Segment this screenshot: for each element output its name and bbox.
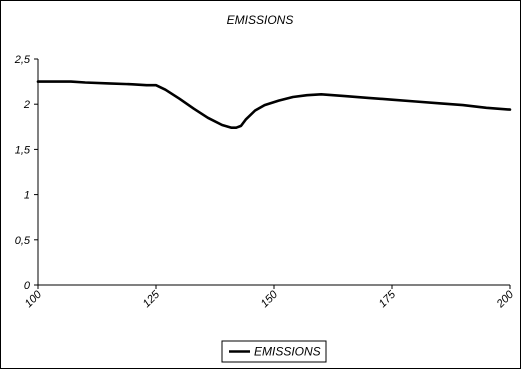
y-tick-label: 0,5	[15, 235, 31, 247]
series-layer	[36, 80, 512, 129]
y-tick-label: 0	[24, 280, 31, 292]
x-tick-label: 175	[377, 288, 399, 310]
y-tick-label: 2	[23, 99, 30, 111]
x-tick-labels: 100 125 150 175 200	[23, 288, 517, 311]
y-tick-label: 2,5	[14, 54, 31, 66]
legend-box	[221, 340, 327, 363]
y-tick-labels: 0 0,5 1 1,5 2 2,5	[14, 54, 31, 292]
x-tick-label: 200	[494, 288, 517, 311]
y-tick-label: 1,5	[15, 144, 31, 156]
axes	[34, 58, 511, 289]
x-tick-label: 150	[259, 288, 281, 310]
legend: EMISSIONS	[221, 340, 327, 363]
y-tick-label: 1	[24, 190, 30, 202]
series-line-emissions	[36, 80, 512, 129]
legend-label: EMISSIONS	[254, 345, 321, 359]
x-tick-label: 125	[141, 288, 163, 310]
chart-title: EMISSIONS	[227, 13, 294, 27]
